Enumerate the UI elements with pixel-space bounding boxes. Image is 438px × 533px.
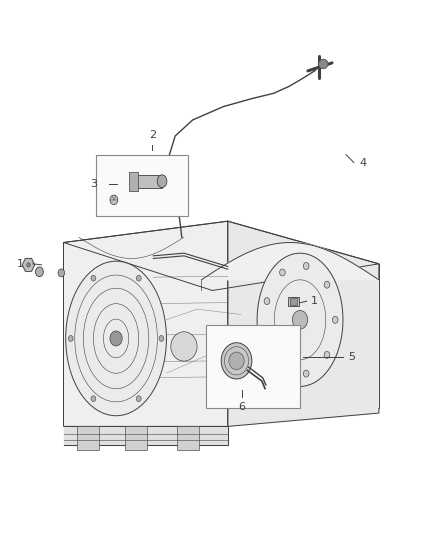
Ellipse shape [91,396,96,402]
Bar [288,297,299,306]
Ellipse shape [66,261,166,416]
Text: 4: 4 [359,158,366,167]
Ellipse shape [264,335,270,342]
Polygon shape [22,259,35,271]
Ellipse shape [110,195,118,205]
Ellipse shape [303,263,309,270]
Ellipse shape [318,59,328,69]
Polygon shape [228,221,379,426]
Ellipse shape [293,310,308,329]
Bar [125,426,147,450]
Ellipse shape [58,269,65,277]
Ellipse shape [136,396,141,402]
Text: 1: 1 [311,296,318,306]
Bar [134,175,162,188]
Polygon shape [64,221,228,426]
Ellipse shape [324,351,330,358]
Bar [290,298,297,305]
Ellipse shape [91,275,96,281]
Bar [129,172,138,191]
Bar [96,155,188,216]
Polygon shape [201,243,379,408]
Bar [206,325,300,408]
Ellipse shape [136,275,141,281]
Ellipse shape [279,364,285,370]
Ellipse shape [257,253,343,386]
Text: 3: 3 [90,179,97,189]
Bar [177,426,199,450]
Bar [77,426,99,450]
Ellipse shape [159,336,164,342]
Text: 1: 1 [17,259,24,269]
Ellipse shape [264,297,270,304]
Ellipse shape [279,269,285,276]
Text: 6: 6 [239,402,246,413]
Text: 2: 2 [149,130,156,140]
Ellipse shape [303,370,309,377]
Ellipse shape [157,175,167,188]
Ellipse shape [27,263,30,267]
Ellipse shape [324,281,330,288]
Ellipse shape [221,343,252,379]
Text: 5: 5 [348,352,355,362]
Ellipse shape [332,316,338,323]
Ellipse shape [35,267,43,277]
Polygon shape [64,426,228,445]
Polygon shape [64,221,379,290]
Ellipse shape [171,332,197,361]
Ellipse shape [68,336,73,342]
Ellipse shape [110,331,122,346]
Ellipse shape [229,352,244,370]
